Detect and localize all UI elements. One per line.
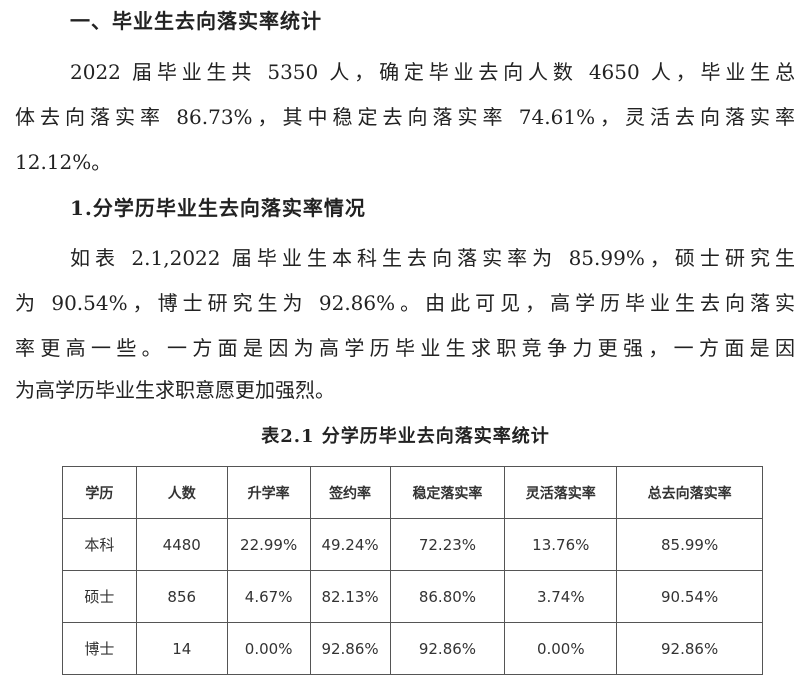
paragraph-line: 为高学历毕业生求职意愿更加强烈。 (15, 378, 335, 402)
column-header: 灵活落实率 (504, 466, 618, 519)
section-heading: 一、毕业生去向落实率统计 (70, 9, 322, 33)
table-cell: 856 (135, 570, 228, 623)
subsection-heading: 1.分学历毕业生去向落实率情况 (70, 196, 366, 220)
table-cell: 22.99% (226, 518, 311, 571)
table-cell: 博士 (62, 622, 137, 675)
column-header: 总去向落实率 (616, 466, 763, 519)
column-header: 稳定落实率 (389, 466, 506, 519)
column-header: 学历 (62, 466, 137, 519)
paragraph-line: 如表 2.1,2022 届毕业生本科生去向落实率为 85.99%，硕士研究生 (70, 246, 795, 270)
table-row: 硕士 856 4.67% 82.13% 86.80% 3.74% 90.54% (62, 570, 763, 623)
table-cell: 14 (135, 622, 228, 675)
table-cell: 92.86% (309, 622, 391, 675)
table-cell: 本科 (62, 518, 137, 571)
paragraph-line: 2022 届毕业生共 5350 人，确定毕业去向人数 4650 人，毕业生总 (70, 60, 795, 84)
paragraph-line: 体去向落实率 86.73%，其中稳定去向落实率 74.61%，灵活去向落实率 (15, 105, 795, 129)
paragraph-line: 为 90.54%，博士研究生为 92.86%。由此可见，高学历毕业生去向落实 (15, 291, 795, 315)
table-cell: 72.23% (389, 518, 506, 571)
table-cell: 92.86% (389, 622, 506, 675)
graduation-table: 学历 人数 升学率 签约率 稳定落实率 灵活落实率 总去向落实率 本科 4480 22.99% 4… (62, 466, 763, 675)
table-cell: 49.24% (309, 518, 391, 571)
column-header: 升学率 (226, 466, 311, 519)
table-cell: 4.67% (226, 570, 311, 623)
paragraph-line: 12.12%。 (15, 150, 112, 174)
table-caption: 表2.1 分学历毕业去向落实率统计 (261, 426, 550, 447)
table-cell: 0.00% (504, 622, 618, 675)
column-header: 人数 (135, 466, 228, 519)
table-cell: 85.99% (616, 518, 763, 571)
table-row: 博士 14 0.00% 92.86% 92.86% 0.00% 92.86% (62, 622, 763, 675)
table-cell: 86.80% (389, 570, 506, 623)
table-cell: 3.74% (504, 570, 618, 623)
table-row: 本科 4480 22.99% 49.24% 72.23% 13.76% 85.99% (62, 518, 763, 571)
table-cell: 92.86% (616, 622, 763, 675)
table-cell: 0.00% (226, 622, 311, 675)
table-cell: 硕士 (62, 570, 137, 623)
table-cell: 90.54% (616, 570, 763, 623)
table-cell: 4480 (135, 518, 228, 571)
paragraph-line: 率更高一些。一方面是因为高学历毕业生求职竞争力更强，一方面是因 (15, 336, 795, 360)
table-header-row: 学历 人数 升学率 签约率 稳定落实率 灵活落实率 总去向落实率 (62, 466, 763, 519)
column-header: 签约率 (309, 466, 391, 519)
table-cell: 13.76% (504, 518, 618, 571)
table-cell: 82.13% (309, 570, 391, 623)
